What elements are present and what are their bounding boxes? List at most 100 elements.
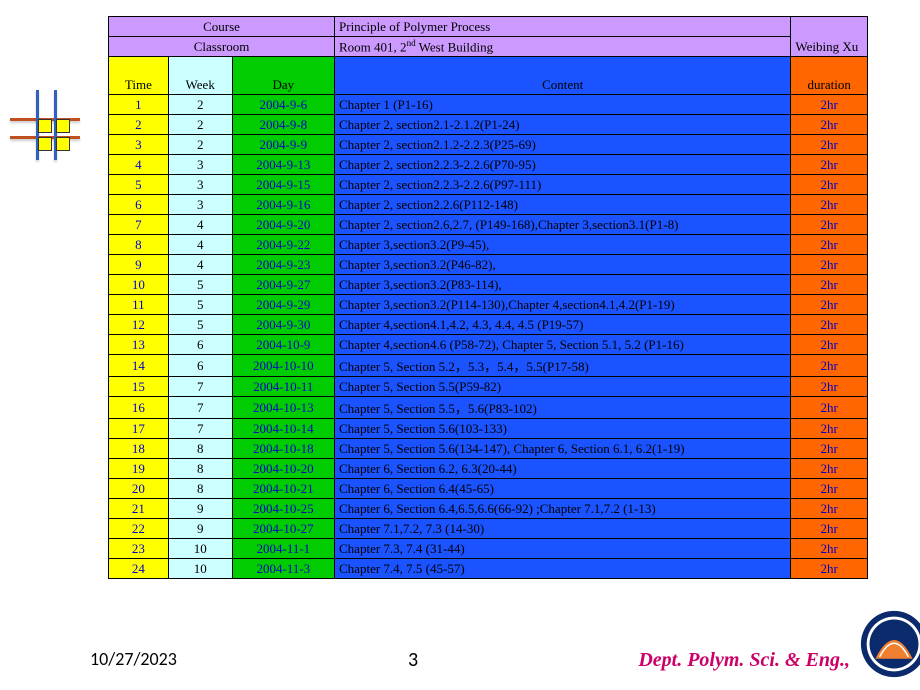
col-day-hdr: Day [232,57,334,95]
cell-content: Chapter 5, Section 5.2，5.3，5.4，5.5(P17-5… [335,355,791,377]
table-row: 1772004-10-14Chapter 5, Section 5.6(103-… [109,419,868,439]
cell-time: 7 [109,215,169,235]
cell-content: Chapter 5, Section 5.5，5.6(P83-102) [335,397,791,419]
table-row: 122004-9-6Chapter 1 (P1-16)2hr [109,95,868,115]
cell-duration: 2hr [791,499,868,519]
cell-day: 2004-9-16 [232,195,334,215]
cell-duration: 2hr [791,519,868,539]
table-row: 842004-9-22Chapter 3,section3.2(P9-45),2… [109,235,868,255]
table-row: 742004-9-20Chapter 2, section2.6,2.7, (P… [109,215,868,235]
cell-content: Chapter 3,section3.2(P114-130),Chapter 4… [335,295,791,315]
cell-time: 17 [109,419,169,439]
cell-day: 2004-9-8 [232,115,334,135]
cell-content: Chapter 1 (P1-16) [335,95,791,115]
cell-week: 5 [168,315,232,335]
cell-time: 19 [109,459,169,479]
table-row: 1252004-9-30Chapter 4,section4.1,4.2, 4.… [109,315,868,335]
cell-duration: 2hr [791,215,868,235]
table-row: 322004-9-9Chapter 2, section2.1.2-2.2.3(… [109,135,868,155]
col-week-hdr: Week [168,57,232,95]
cell-content: Chapter 7.1,7.2, 7.3 (14-30) [335,519,791,539]
cell-time: 3 [109,135,169,155]
cell-time: 4 [109,155,169,175]
cell-week: 8 [168,479,232,499]
cell-content: Chapter 2, section2.6,2.7, (P149-168),Ch… [335,215,791,235]
footer-page: 3 [408,648,418,672]
cell-content: Chapter 3,section3.2(P9-45), [335,235,791,255]
cell-week: 6 [168,335,232,355]
col-content-hdr: Content [335,57,791,95]
cell-time: 21 [109,499,169,519]
cell-week: 3 [168,175,232,195]
cell-content: Chapter 6, Section 6.4(45-65) [335,479,791,499]
cell-day: 2004-10-9 [232,335,334,355]
cell-day: 2004-9-29 [232,295,334,315]
cell-duration: 2hr [791,255,868,275]
cell-time: 5 [109,175,169,195]
cell-time: 14 [109,355,169,377]
cell-content: Chapter 7.3, 7.4 (31-44) [335,539,791,559]
table-row: 23102004-11-1Chapter 7.3, 7.4 (31-44)2hr [109,539,868,559]
cell-day: 2004-10-11 [232,377,334,397]
header-row-classroom: Classroom Room 401, 2nd West Building [109,37,868,57]
cell-content: Chapter 3,section3.2(P83-114), [335,275,791,295]
table-row: 1462004-10-10Chapter 5, Section 5.2，5.3，… [109,355,868,377]
cell-time: 13 [109,335,169,355]
cell-duration: 2hr [791,459,868,479]
cell-content: Chapter 4,section4.6 (P58-72), Chapter 5… [335,335,791,355]
cell-day: 2004-10-10 [232,355,334,377]
cell-duration: 2hr [791,175,868,195]
table-row: 1152004-9-29Chapter 3,section3.2(P114-13… [109,295,868,315]
cell-week: 7 [168,419,232,439]
cell-week: 7 [168,377,232,397]
cell-day: 2004-11-1 [232,539,334,559]
cell-content: Chapter 7.4, 7.5 (45-57) [335,559,791,579]
cell-day: 2004-9-9 [232,135,334,155]
table-row: 2192004-10-25Chapter 6, Section 6.4,6.5,… [109,499,868,519]
header-row-course: Course Principle of Polymer Process Weib… [109,17,868,37]
cell-duration: 2hr [791,539,868,559]
cell-time: 22 [109,519,169,539]
col-time-hdr: Time [109,57,169,95]
cell-week: 2 [168,95,232,115]
cell-content: Chapter 2, section2.1.2-2.2.3(P25-69) [335,135,791,155]
cell-week: 9 [168,499,232,519]
cell-time: 6 [109,195,169,215]
cell-day: 2004-10-25 [232,499,334,519]
cell-day: 2004-11-3 [232,559,334,579]
cell-day: 2004-10-27 [232,519,334,539]
university-logo [858,608,920,680]
table-row: 942004-9-23Chapter 3,section3.2(P46-82),… [109,255,868,275]
cell-content: Chapter 5, Section 5.5(P59-82) [335,377,791,397]
column-header-row: Time Week Day Content duration [109,57,868,95]
cell-duration: 2hr [791,195,868,215]
table-row: 2082004-10-21Chapter 6, Section 6.4(45-6… [109,479,868,499]
cell-day: 2004-9-13 [232,155,334,175]
table-row: 1572004-10-11Chapter 5, Section 5.5(P59-… [109,377,868,397]
cell-duration: 2hr [791,235,868,255]
cell-week: 9 [168,519,232,539]
cell-time: 11 [109,295,169,315]
cell-duration: 2hr [791,135,868,155]
classroom-label: Classroom [109,37,335,57]
table-row: 1052004-9-27Chapter 3,section3.2(P83-114… [109,275,868,295]
cell-duration: 2hr [791,397,868,419]
cell-duration: 2hr [791,479,868,499]
cell-content: Chapter 2, section2.1-2.1.2(P1-24) [335,115,791,135]
cell-week: 7 [168,397,232,419]
cell-day: 2004-9-30 [232,315,334,335]
cell-time: 20 [109,479,169,499]
classroom-value: Room 401, 2nd West Building [335,37,791,57]
cell-time: 12 [109,315,169,335]
cell-time: 18 [109,439,169,459]
cell-week: 2 [168,135,232,155]
cell-content: Chapter 5, Section 5.6(134-147), Chapter… [335,439,791,459]
cell-duration: 2hr [791,95,868,115]
instructor: Weibing Xu [791,17,868,57]
course-value: Principle of Polymer Process [335,17,791,37]
cell-week: 4 [168,235,232,255]
cell-day: 2004-9-27 [232,275,334,295]
cell-content: Chapter 6, Section 6.2, 6.3(20-44) [335,459,791,479]
cell-content: Chapter 2, section2.2.3-2.2.6(P97-111) [335,175,791,195]
cell-week: 8 [168,439,232,459]
